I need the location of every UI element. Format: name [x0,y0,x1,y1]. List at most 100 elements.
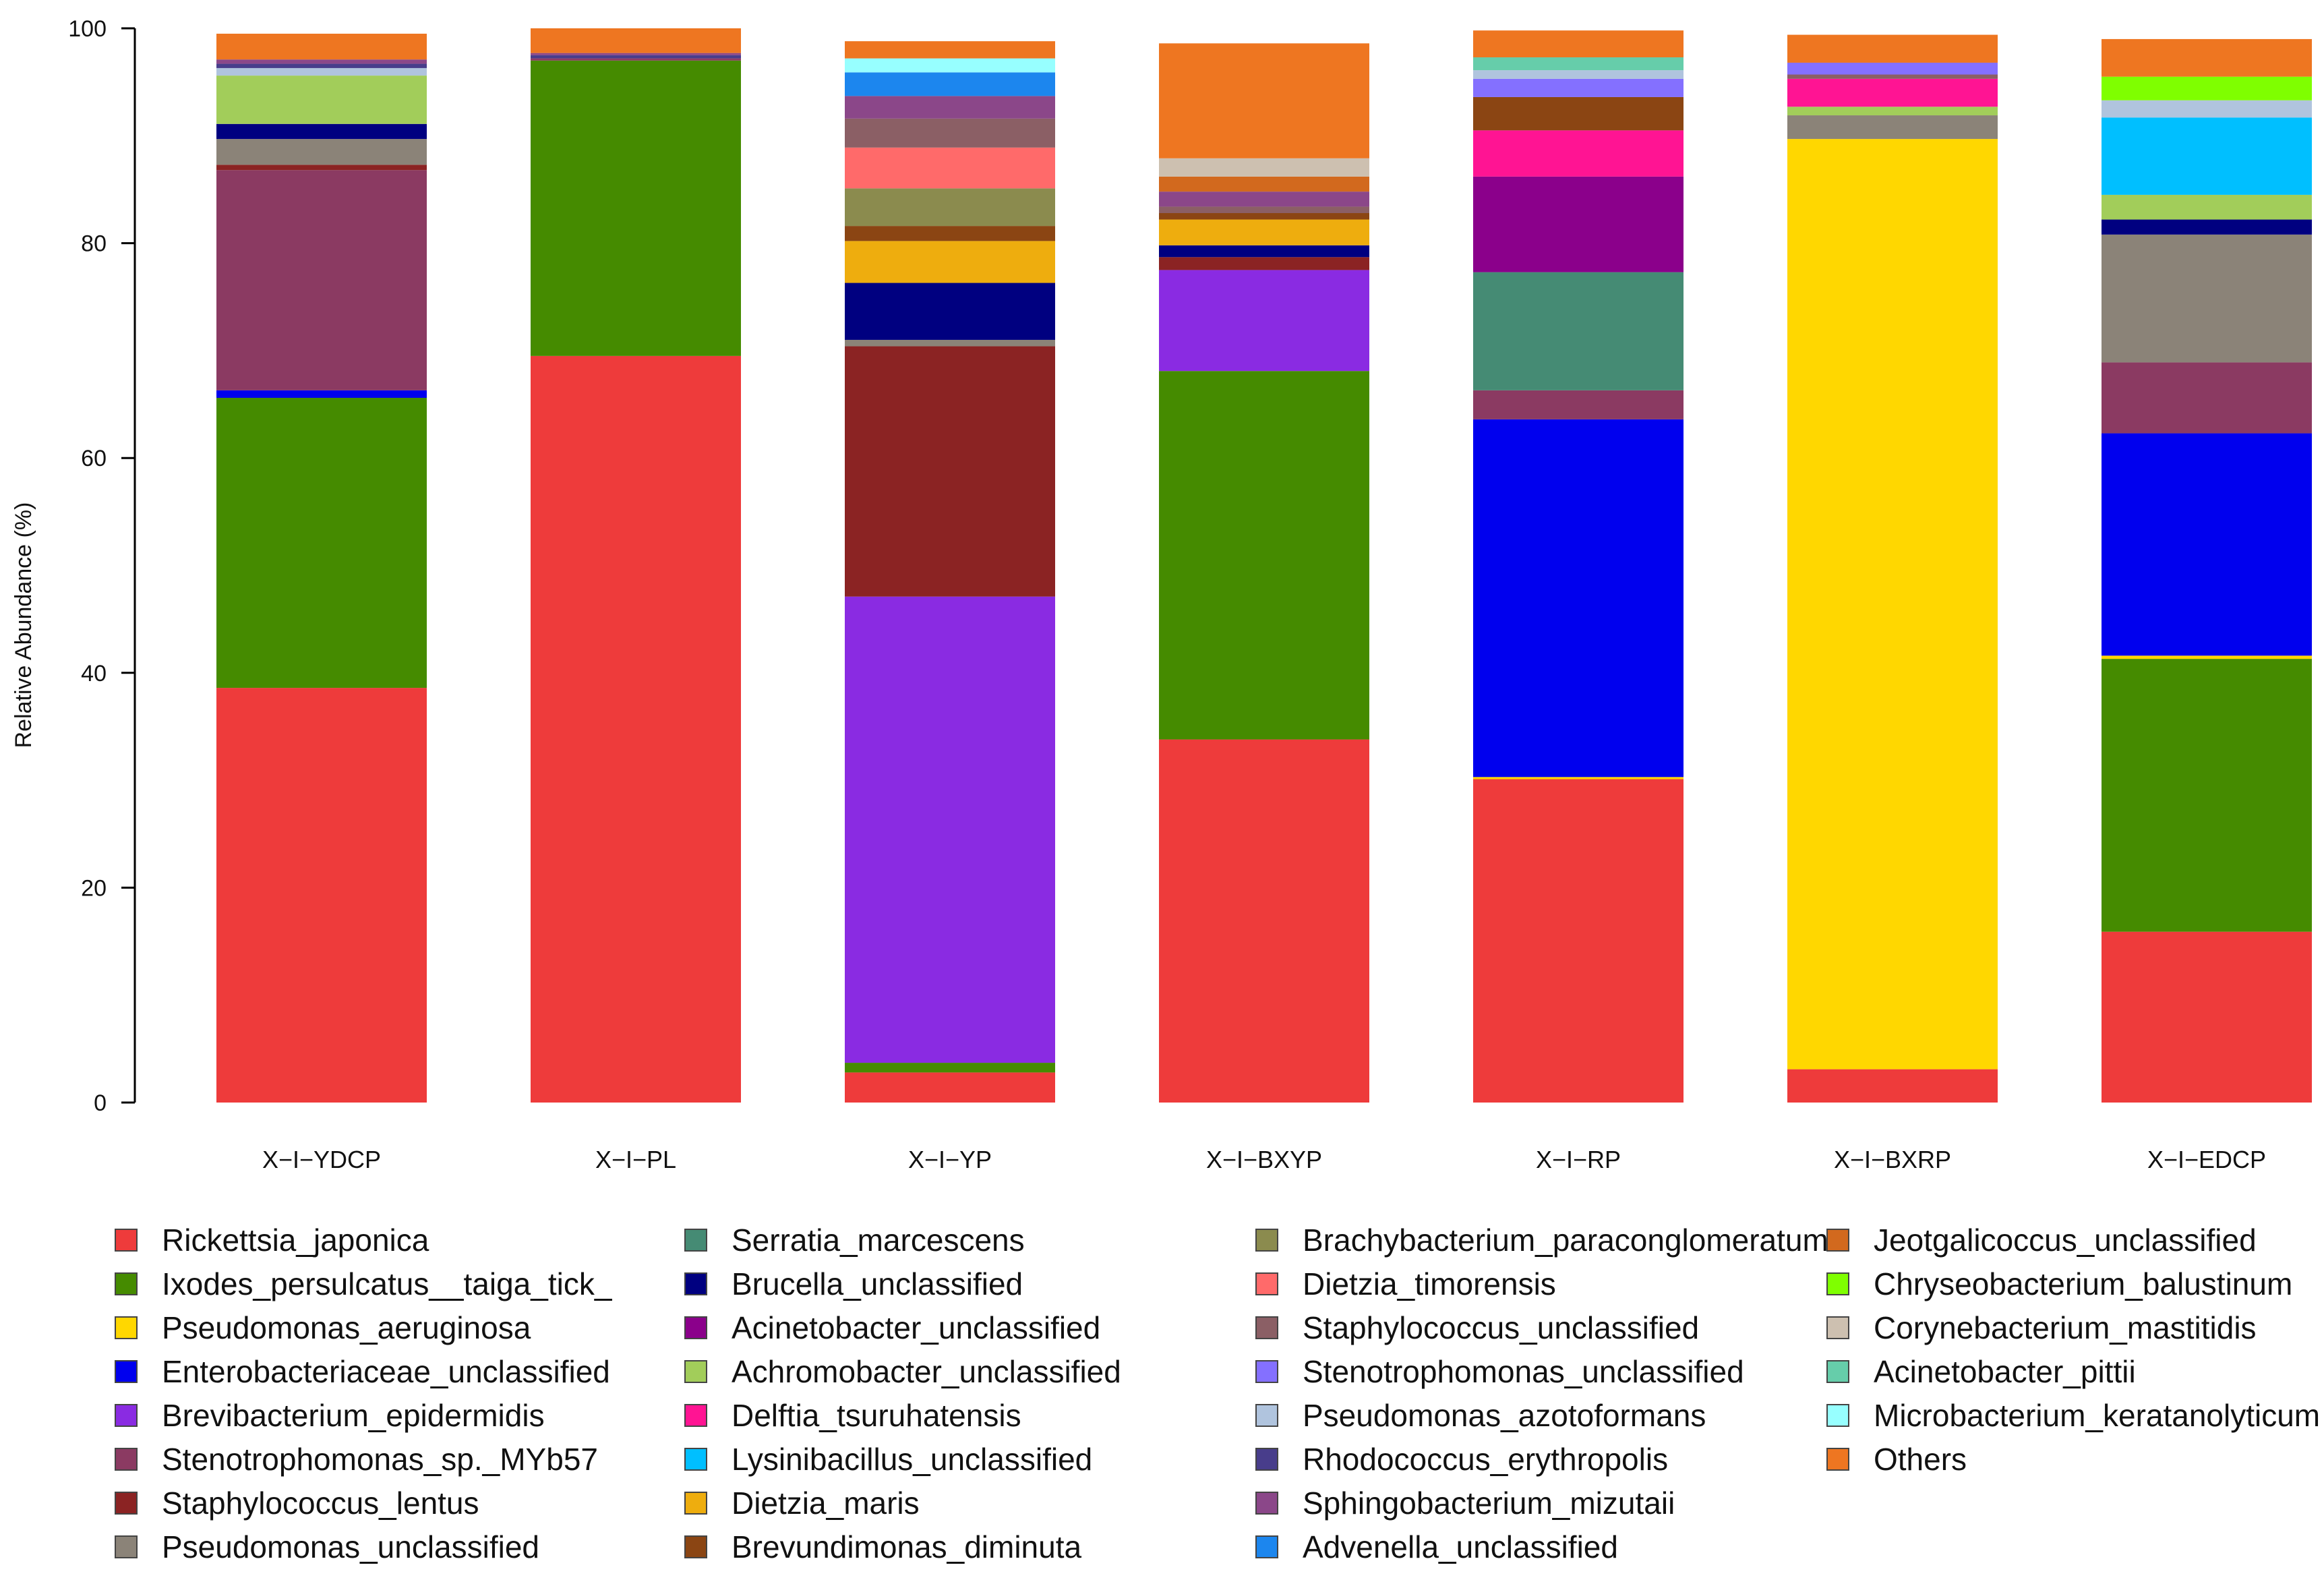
bar-segment [1473,96,1684,131]
bar-stack [1473,30,1684,1103]
bar-stack [216,33,427,1103]
legend-swatch [115,1229,138,1252]
legend-swatch [1826,1272,1849,1295]
bar-segment [216,397,427,688]
legend-label: Enterobacteriaceae_unclassified [162,1354,610,1389]
bar-segment [1473,176,1684,272]
legend-item: Staphylococcus_lentus [115,1482,479,1524]
y-tick-label: 20 [81,875,107,901]
legend-swatch [1826,1229,1849,1252]
y-tick-label: 80 [81,231,107,257]
legend-swatch [115,1535,138,1558]
legend-label: Pseudomonas_unclassified [162,1529,540,1564]
bar-segment [1787,107,1998,116]
legend-label: Others [1874,1442,1967,1477]
bar-segment [216,390,427,398]
bar-segment [2102,931,2312,1103]
y-axis-title: Relative Abundance (%) [11,502,36,749]
legend-item: Sphingobacterium_mizutaii [1255,1482,1675,1524]
legend-item: Acinetobacter_unclassified [684,1307,1100,1349]
bar-stack [845,41,1055,1103]
legend-item: Brucella_unclassified [684,1263,1023,1305]
legend-item: Others [1826,1438,1967,1480]
legend-item: Stenotrophomonas_unclassified [1255,1351,1744,1392]
legend-label: Microbacterium_keratanolyticum [1874,1398,2321,1433]
bar-segment [1473,30,1684,58]
legend-swatch [1255,1229,1278,1252]
y-tick-label: 100 [68,16,107,42]
legend-item: Pseudomonas_azotoformans [1255,1395,1706,1436]
bar-segment [1159,212,1369,220]
legend: Rickettsia_japonica Ixodes_persulcatus__t… [115,1219,2320,1570]
bar-segment [216,33,427,60]
bar-segment [2102,100,2312,118]
legend-label: Stenotrophomonas_unclassified [1303,1354,1744,1389]
legend-label: Staphylococcus_unclassified [1303,1310,1700,1345]
y-tick-label: 40 [81,661,107,686]
legend-swatch [115,1492,138,1515]
bar-segment [1787,62,1998,75]
bar-segment [1159,270,1369,372]
y-axis: 0 20 40 60 80 100 [68,16,136,1116]
legend-swatch [115,1448,138,1471]
legend-item: Rhodococcus_erythropolis [1255,1438,1668,1480]
legend-item: Ixodes_persulcatus__taiga_tick_ [115,1263,612,1305]
bar-segment [845,96,1055,119]
legend-label: Brevundimonas_diminuta [732,1529,1082,1564]
bar-segment [216,67,427,76]
legend-label: Advenella_unclassified [1303,1529,1618,1564]
x-tick-label: X−I−BXYP [1206,1146,1322,1173]
bar-segment [845,147,1055,189]
bar-segment [1473,777,1684,780]
legend-item: Jeotgalicoccus_unclassified [1826,1219,2257,1261]
x-tick-label: X−I−BXRP [1834,1146,1951,1173]
bar-segment [845,1063,1055,1073]
bar-segment [845,339,1055,347]
legend-label: Sphingobacterium_mizutaii [1303,1486,1675,1521]
legend-label: Rickettsia_japonica [162,1223,429,1258]
x-axis-labels: X−I−YDCP X−I−PL X−I−YP X−I−BXYP X−I−RP X−I−BX… [262,1146,2266,1173]
legend-label: Ixodes_persulcatus__taiga_tick_ [162,1266,612,1301]
bar-segment [1473,57,1684,71]
legend-label: Jeotgalicoccus_unclassified [1874,1223,2257,1258]
bar-segment [845,72,1055,96]
legend-label: Achromobacter_unclassified [732,1354,1121,1389]
bar-segment [1159,206,1369,213]
legend-item: Pseudomonas_unclassified [115,1526,539,1568]
legend-swatch [684,1272,707,1295]
bar-segment [1787,1069,1998,1103]
legend-label: Corynebacterium_mastitidis [1874,1310,2257,1345]
legend-swatch [115,1404,138,1427]
legend-swatch [1255,1404,1278,1427]
bar-segment [845,118,1055,148]
bar-stack [2102,38,2312,1103]
legend-swatch [1255,1272,1278,1295]
bar-segment [1159,219,1369,245]
bar-segment [216,170,427,390]
bar-segment [216,139,427,165]
legend-label: Pseudomonas_azotoformans [1303,1398,1706,1433]
bar-segment [1473,130,1684,177]
bar-stack [531,28,741,1103]
legend-swatch [1255,1492,1278,1515]
bar-segment [216,63,427,68]
bar-segment [1787,139,1998,1069]
legend-swatch [1826,1404,1849,1427]
legend-label: Acinetobacter_pittii [1874,1354,2136,1389]
bar-segment [1159,371,1369,740]
bar-segment [216,123,427,140]
legend-item: Microbacterium_keratanolyticum [1826,1395,2320,1436]
bar-segment [2102,433,2312,656]
legend-item: Advenella_unclassified [1255,1526,1618,1568]
legend-swatch [115,1272,138,1295]
bar-segment [1159,192,1369,207]
bar-segment [845,226,1055,241]
bar-segment [1159,739,1369,1103]
bar-segment [1159,257,1369,270]
legend-swatch [1826,1316,1849,1339]
legend-label: Dietzia_maris [732,1486,920,1521]
bar-segment [216,688,427,1103]
bar-segment [2102,219,2312,235]
bar-segment [845,1072,1055,1103]
legend-swatch [1255,1360,1278,1383]
